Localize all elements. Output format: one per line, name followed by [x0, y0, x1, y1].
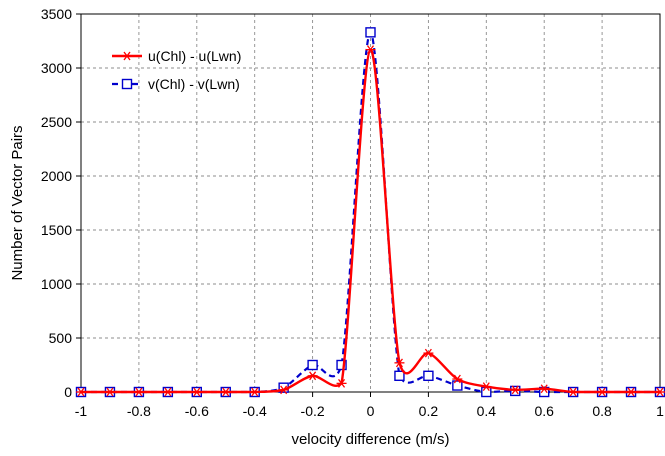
data-point [452, 380, 463, 391]
legend: u(Chl) - u(Lwn) v(Chl) - v(Lwn) [112, 48, 241, 92]
data-point [191, 387, 202, 397]
x-tick-label: -0.8 [127, 403, 151, 419]
x-tick-label: -0.4 [243, 403, 267, 419]
grid [80, 13, 661, 393]
data-point [365, 27, 376, 38]
data-point [510, 385, 521, 395]
data-point [539, 386, 550, 398]
data-point [307, 359, 318, 371]
legend-item: v(Chl) - v(Lwn) [112, 76, 240, 92]
y-tick-label: 0 [64, 384, 72, 400]
data-point [278, 385, 289, 395]
data-point [365, 45, 376, 55]
data-point [423, 370, 434, 381]
data-point [597, 387, 608, 397]
data-point [481, 386, 492, 398]
series-u-difference [76, 45, 665, 397]
legend-label: v(Chl) - v(Lwn) [148, 76, 240, 92]
legend-label: u(Chl) - u(Lwn) [148, 48, 241, 64]
x-axis-title: velocity difference (m/s) [291, 431, 449, 448]
data-point [336, 378, 347, 388]
y-tick-label: 3500 [41, 6, 72, 22]
x-tick-label: 0.4 [477, 403, 497, 419]
legend-item: u(Chl) - u(Lwn) [112, 48, 241, 64]
data-point [162, 387, 173, 397]
x-tick-label: 0 [367, 403, 375, 419]
y-tick-label: 2000 [41, 168, 72, 184]
y-tick-label: 1000 [41, 276, 72, 292]
legend-marker [122, 51, 132, 61]
data-point [568, 387, 579, 397]
x-tick-label: 1 [656, 403, 664, 419]
x-tick-label: 0.2 [419, 403, 439, 419]
data-point [394, 370, 405, 381]
x-tick-label: 0.8 [592, 403, 612, 419]
y-tick-label: 3000 [41, 60, 72, 76]
data-point [655, 387, 665, 397]
data-point [539, 384, 550, 394]
x-tick-label: -0.6 [185, 403, 209, 419]
series-group [75, 27, 665, 398]
y-tick-label: 1500 [41, 222, 72, 238]
y-tick-label: 500 [49, 330, 73, 346]
x-tick-label: -0.2 [301, 403, 325, 419]
legend-marker [121, 78, 133, 90]
data-point [336, 359, 347, 371]
data-point [481, 382, 492, 391]
data-point [423, 348, 434, 358]
data-point [452, 374, 463, 384]
data-point [104, 387, 115, 397]
data-point [249, 387, 260, 397]
x-tick-label: -1 [75, 403, 88, 419]
data-point [133, 387, 144, 397]
data-point [394, 358, 405, 368]
axes: -1 -0.8 -0.6 -0.4 -0.2 0 0.2 0.4 0.6 0.8 1 0 500 1000… [41, 6, 664, 419]
data-point [626, 387, 637, 397]
data-point [76, 387, 86, 397]
y-axis-title: Number of Vector Pairs [9, 125, 26, 280]
x-tick-label: 0.6 [534, 403, 554, 419]
data-point [307, 371, 318, 381]
y-tick-label: 2500 [41, 114, 72, 130]
data-point [220, 387, 231, 397]
